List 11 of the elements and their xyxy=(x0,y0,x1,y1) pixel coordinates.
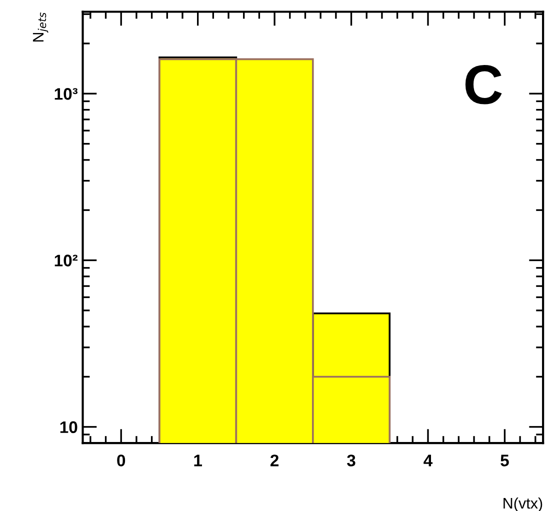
y-axis-title: N$_{jets}$ xyxy=(32,12,48,42)
x-tick-label: 3 xyxy=(347,454,356,466)
y-tick-label: 10 xyxy=(60,421,78,434)
x-tick-label: 2 xyxy=(270,454,279,466)
annotation: C xyxy=(465,64,502,104)
x-tick-label: 0 xyxy=(117,454,126,466)
x-tick-label: 1 xyxy=(194,454,202,466)
x-tick-label: 4 xyxy=(424,454,433,466)
y-tick-label: 10² xyxy=(54,254,78,266)
x-tick-label: 5 xyxy=(500,454,509,466)
y-tick-label: 10³ xyxy=(54,88,78,100)
